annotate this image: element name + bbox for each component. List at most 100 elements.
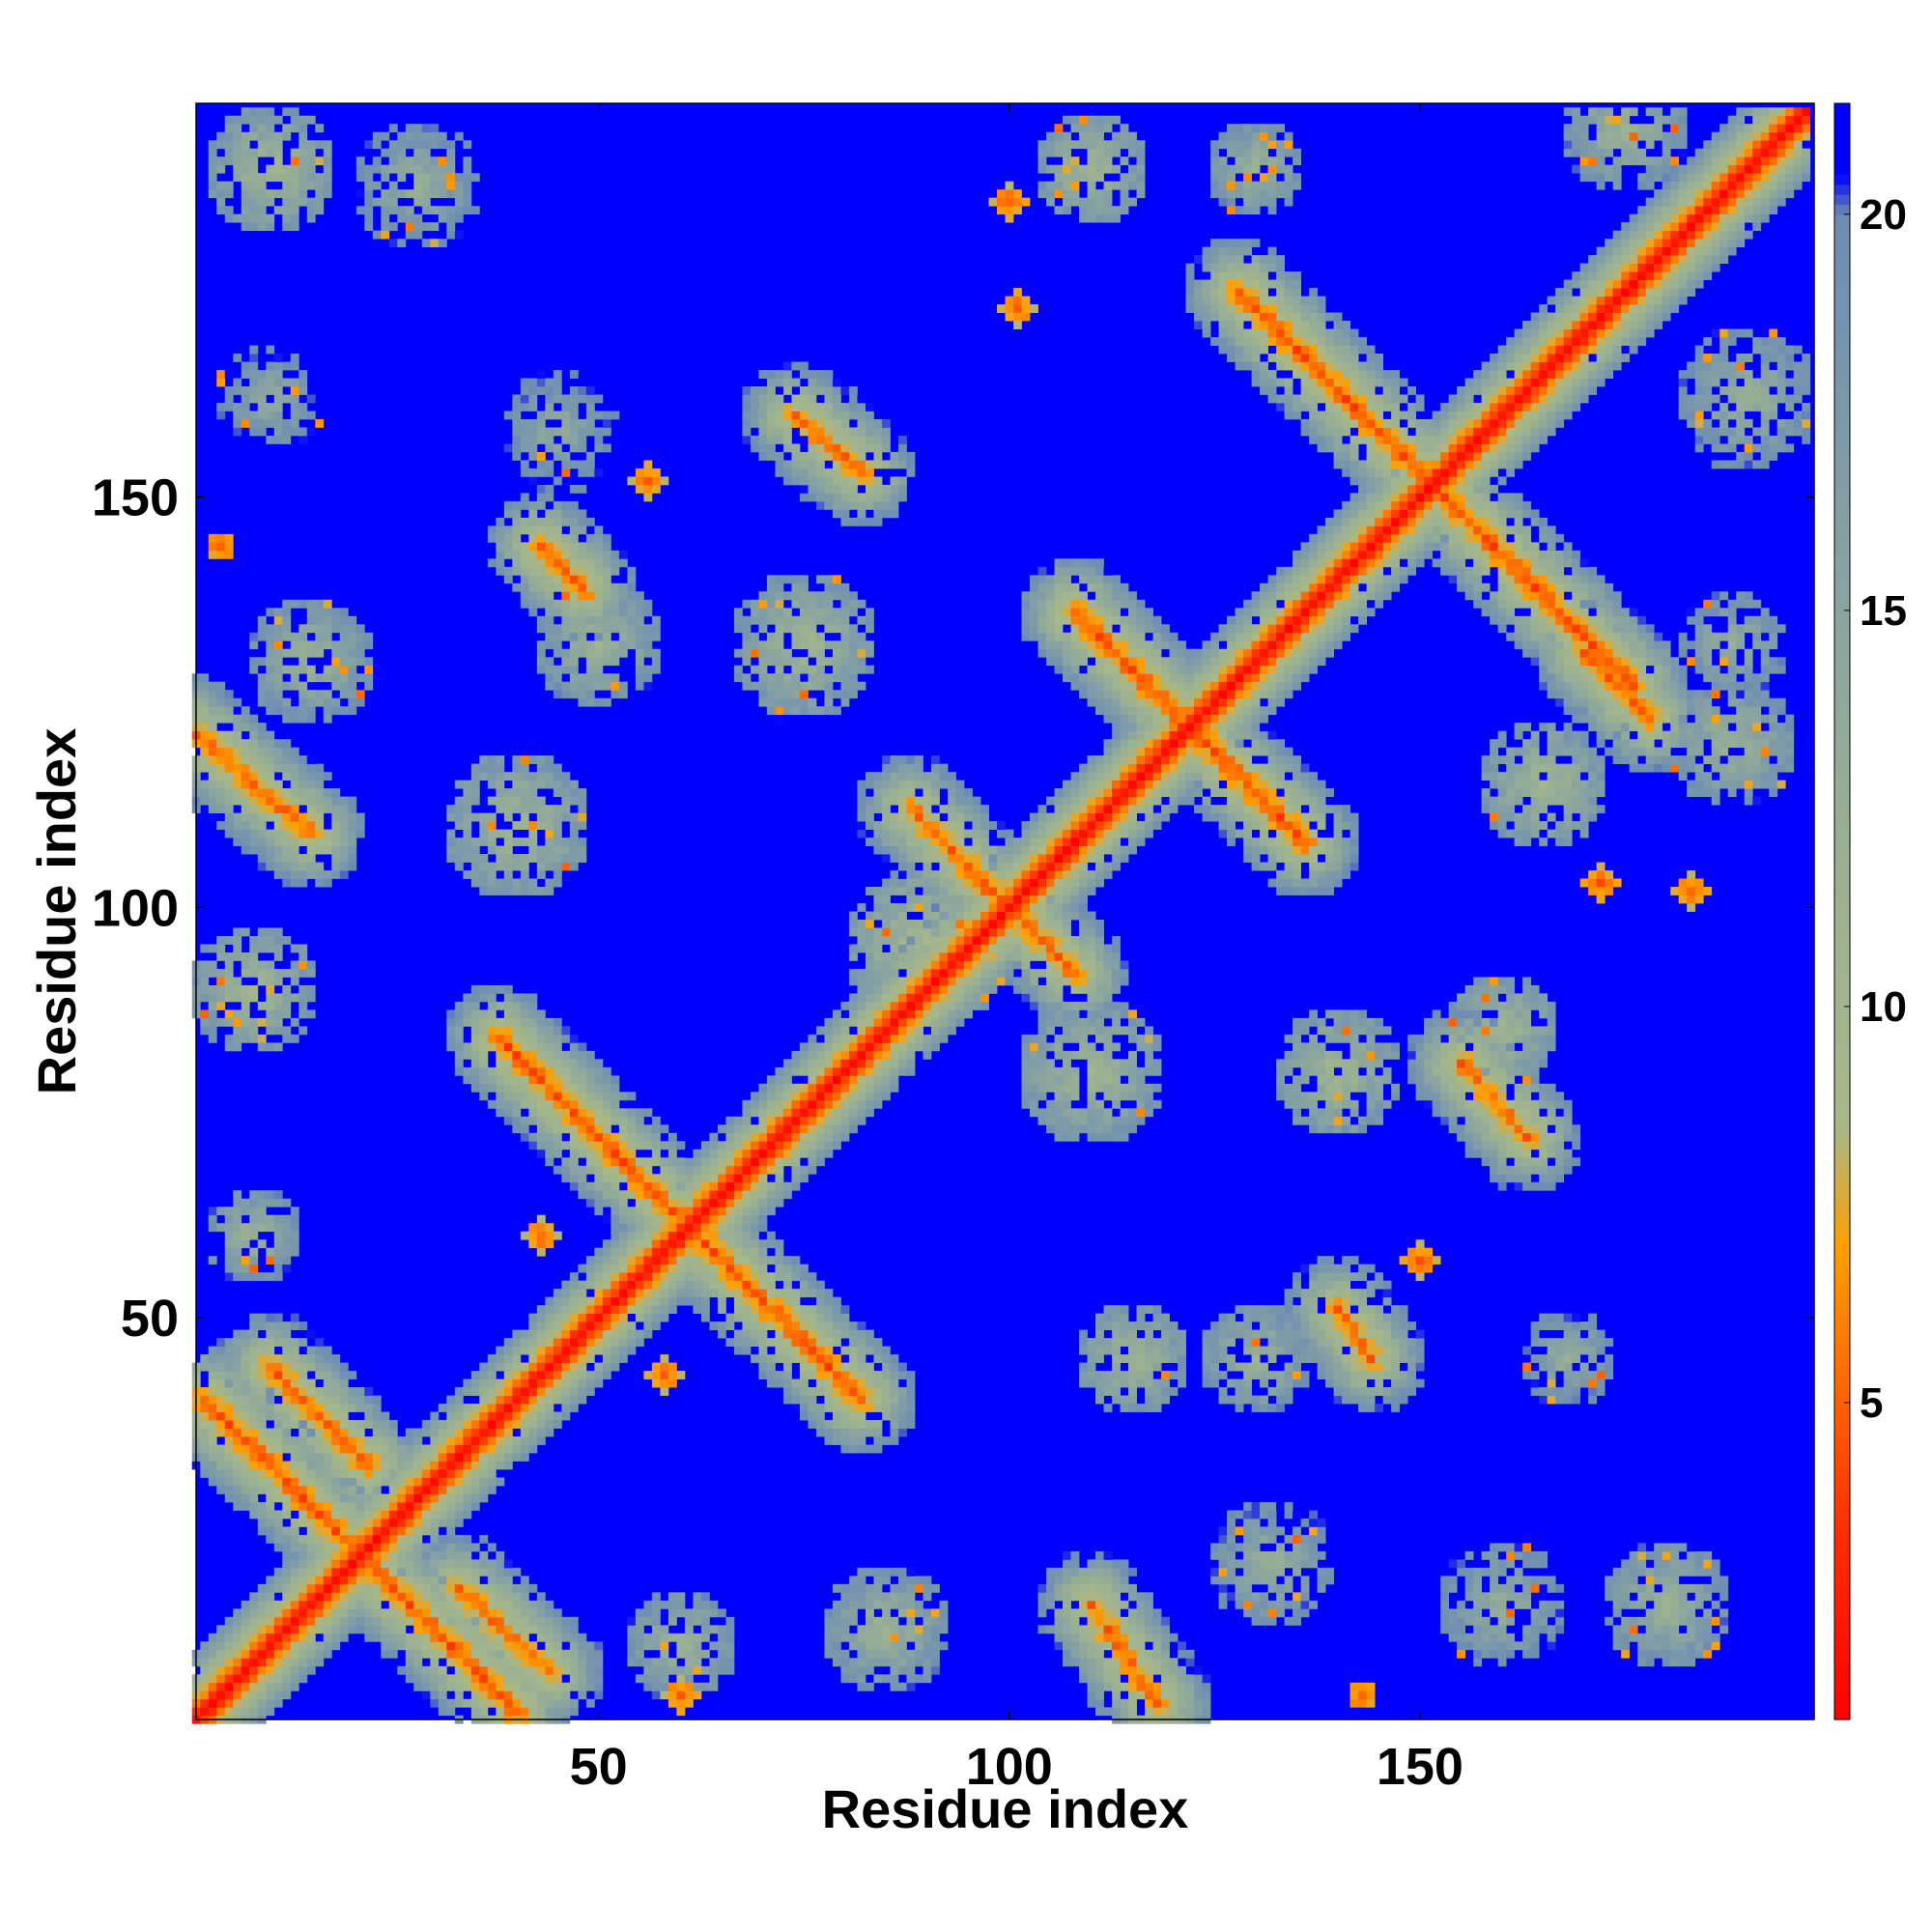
heatmap-cell — [1490, 1583, 1499, 1593]
heatmap-cell — [775, 1124, 784, 1134]
heatmap-cell — [857, 1066, 867, 1076]
heatmap-cell — [651, 1174, 661, 1183]
heatmap-cell — [487, 1477, 497, 1487]
heatmap-cell — [881, 1042, 891, 1052]
heatmap-cell — [651, 1157, 661, 1167]
heatmap-cell — [249, 1247, 259, 1257]
heatmap-cell — [348, 1485, 357, 1494]
heatmap-cell — [832, 1321, 841, 1331]
heatmap-cell — [1678, 1600, 1688, 1609]
heatmap-cell — [799, 1174, 809, 1183]
heatmap-cell — [1235, 1329, 1244, 1339]
heatmap-cell — [331, 1428, 341, 1437]
heatmap-cell — [536, 1411, 546, 1421]
heatmap-cell — [660, 1165, 669, 1175]
heatmap-cell — [553, 1075, 562, 1085]
heatmap-cell — [1063, 1625, 1071, 1634]
heatmap-cell — [832, 1313, 841, 1322]
heatmap-cell — [832, 1404, 841, 1412]
heatmap-cell — [381, 1625, 390, 1634]
heatmap-cell — [890, 1616, 899, 1626]
heatmap-cell — [815, 1404, 825, 1412]
heatmap-cell — [578, 1371, 587, 1379]
heatmap-cell — [282, 1436, 292, 1445]
heatmap-cell — [266, 1378, 275, 1388]
heatmap-cell — [1152, 1321, 1162, 1331]
heatmap-cell — [1227, 1510, 1236, 1520]
heatmap-cell — [479, 1050, 489, 1060]
heatmap-cell — [799, 1272, 809, 1282]
heatmap-cell — [323, 1404, 332, 1412]
heatmap-cell — [766, 1075, 776, 1085]
heatmap-cell — [413, 1567, 423, 1577]
heatmap-cell — [463, 1583, 472, 1593]
heatmap-cell — [660, 1280, 669, 1290]
heatmap-cell — [1464, 1592, 1474, 1602]
heatmap-cell — [273, 1633, 283, 1642]
heatmap-cell — [413, 1658, 423, 1667]
heatmap-cell — [815, 1141, 825, 1151]
heatmap-cell — [454, 1485, 464, 1494]
heatmap-cell — [430, 1641, 440, 1651]
heatmap-cell — [561, 1395, 571, 1405]
heatmap-cell — [266, 1682, 275, 1691]
heatmap-cell — [266, 1583, 275, 1593]
heatmap-cell — [1309, 1510, 1318, 1520]
heatmap-cell — [618, 1174, 628, 1183]
heatmap-cell — [923, 1625, 932, 1634]
heatmap-cell — [381, 1453, 390, 1462]
heatmap-cell — [298, 1453, 308, 1462]
heatmap-cell — [282, 1231, 299, 1240]
heatmap-cell — [553, 1411, 562, 1421]
heatmap-cell — [1563, 1132, 1573, 1142]
heatmap-cell — [553, 1608, 562, 1618]
heatmap-cell — [249, 1592, 259, 1602]
heatmap-cell — [1317, 1371, 1326, 1379]
heatmap-cell — [824, 1633, 834, 1642]
heatmap-cell — [1375, 1313, 1384, 1322]
heatmap-cell — [1251, 1559, 1261, 1569]
heatmap-cell — [906, 1674, 916, 1684]
heatmap-cell — [528, 1239, 538, 1249]
heatmap-cell — [1276, 1567, 1285, 1577]
heatmap-cell — [643, 1272, 653, 1282]
heatmap-cell — [470, 1453, 480, 1462]
heatmap-cell — [323, 1608, 332, 1618]
heatmap-cell — [1514, 1132, 1523, 1142]
heatmap-cell — [815, 1075, 825, 1085]
heatmap-cell — [1293, 1313, 1301, 1322]
heatmap-cell — [923, 1616, 932, 1626]
heatmap-cell — [1128, 1707, 1137, 1717]
heatmap-cell — [306, 1501, 316, 1511]
heatmap-cell — [1358, 1124, 1368, 1134]
heatmap-cell — [1112, 1321, 1121, 1331]
heatmap-cell — [1703, 1567, 1713, 1577]
heatmap-cell — [290, 1247, 299, 1257]
heatmap-cell — [1218, 1371, 1228, 1379]
heatmap-cell — [1317, 1264, 1326, 1273]
heatmap-cell — [1350, 1354, 1359, 1363]
heatmap-cell — [717, 1247, 726, 1257]
heatmap-cell — [1694, 1641, 1704, 1651]
heatmap-cell — [1333, 1338, 1343, 1347]
heatmap-cell — [857, 1378, 867, 1388]
heatmap-cell — [890, 1633, 899, 1642]
heatmap-cell — [405, 1665, 414, 1675]
heatmap-cell — [651, 1305, 661, 1315]
heatmap-cell — [1145, 1690, 1153, 1700]
heatmap-cell — [1169, 1665, 1179, 1675]
heatmap-cell — [290, 1633, 299, 1642]
heatmap-cell — [372, 1616, 382, 1626]
heatmap-cell — [339, 1550, 349, 1560]
heatmap-cell — [914, 1600, 923, 1609]
heatmap-cell — [561, 1633, 571, 1642]
heatmap-cell — [668, 1658, 677, 1667]
heatmap-cell — [372, 1428, 382, 1437]
heatmap-cell — [405, 1485, 414, 1494]
heatmap-cell — [733, 1272, 743, 1282]
heatmap-cell — [224, 1362, 234, 1372]
heatmap-cell — [733, 1190, 743, 1200]
heatmap-cell — [257, 1362, 267, 1372]
heatmap-cell — [536, 1395, 546, 1405]
heatmap-cell — [1464, 1567, 1474, 1577]
